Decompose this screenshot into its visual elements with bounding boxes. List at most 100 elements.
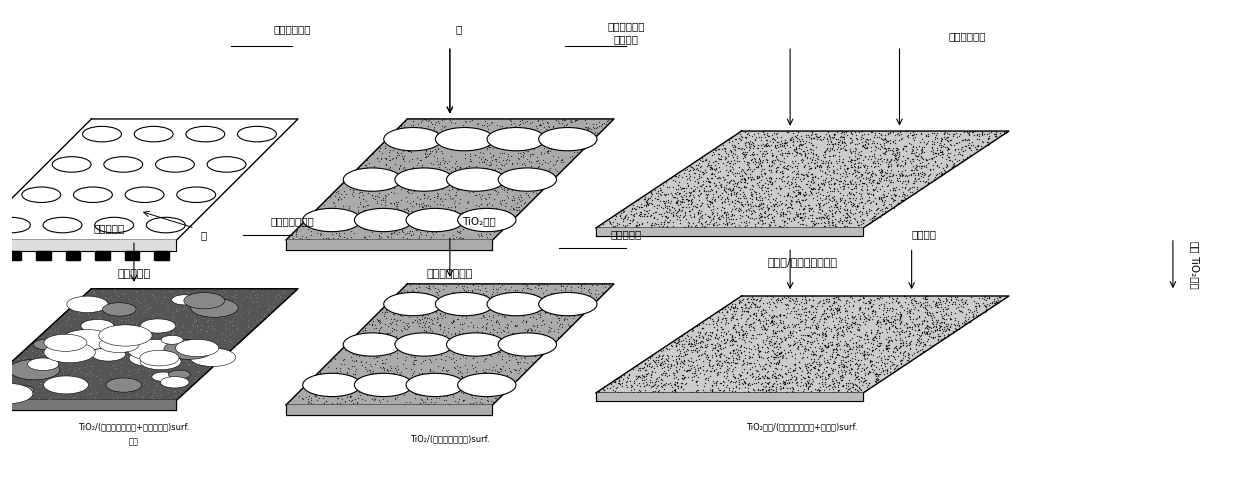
Point (893, 342, 913, 349)
Point (331, 383, 351, 391)
Point (510, 171, 529, 179)
Point (412, 330, 432, 338)
Point (414, 297, 434, 305)
Point (589, 387, 609, 395)
Point (816, 375, 836, 383)
Point (822, 310, 842, 318)
Point (556, 130, 575, 138)
Point (928, 308, 947, 316)
Point (883, 348, 903, 356)
Point (785, 182, 805, 190)
Point (775, 136, 795, 144)
Point (901, 337, 921, 345)
Point (773, 212, 792, 220)
Point (492, 327, 512, 335)
Point (920, 311, 940, 319)
Point (715, 215, 735, 223)
Point (868, 342, 888, 350)
Point (492, 174, 512, 182)
Point (495, 379, 515, 387)
Point (548, 325, 568, 333)
Point (672, 192, 692, 200)
Point (326, 391, 346, 399)
Point (417, 395, 436, 403)
Point (670, 365, 689, 373)
Point (153, 336, 172, 344)
Point (605, 387, 625, 395)
Point (808, 298, 828, 306)
Point (372, 149, 392, 157)
Point (890, 313, 910, 321)
Point (419, 355, 439, 363)
Point (761, 147, 781, 154)
Point (808, 321, 828, 329)
Point (506, 293, 526, 300)
Point (730, 205, 750, 213)
Point (730, 371, 750, 379)
Point (811, 297, 831, 305)
Point (430, 321, 450, 329)
Point (832, 377, 852, 385)
Point (745, 154, 765, 162)
Point (651, 379, 671, 387)
Point (420, 159, 440, 167)
Point (150, 369, 170, 377)
Point (472, 232, 492, 240)
Point (691, 202, 711, 210)
Point (446, 167, 466, 175)
Point (742, 176, 761, 184)
Point (678, 200, 698, 208)
Point (796, 137, 816, 145)
Point (959, 143, 978, 150)
Point (799, 376, 818, 384)
Point (472, 133, 492, 141)
Point (923, 165, 942, 173)
Point (765, 320, 785, 328)
Point (795, 315, 815, 323)
Point (748, 163, 768, 171)
Point (399, 313, 419, 321)
Point (877, 174, 897, 182)
Point (435, 313, 455, 321)
Point (729, 157, 749, 165)
Point (765, 364, 785, 372)
Point (465, 383, 485, 391)
Point (448, 128, 467, 136)
Point (724, 346, 744, 354)
Point (673, 336, 693, 344)
Point (795, 209, 815, 217)
Point (801, 380, 821, 388)
Point (474, 335, 494, 343)
Point (553, 115, 573, 123)
Point (438, 217, 458, 225)
Point (801, 134, 821, 142)
Point (637, 199, 657, 207)
Point (972, 130, 992, 138)
Circle shape (99, 325, 153, 346)
Point (753, 385, 773, 393)
Point (785, 175, 805, 183)
Point (764, 349, 784, 357)
Point (792, 148, 812, 155)
Point (833, 128, 853, 136)
Point (713, 142, 733, 149)
Point (383, 296, 403, 303)
Point (818, 178, 838, 186)
Point (435, 310, 455, 318)
Point (513, 153, 533, 161)
Point (719, 139, 739, 147)
Point (681, 354, 701, 362)
Point (789, 187, 808, 195)
Point (806, 130, 826, 138)
Point (477, 379, 497, 387)
Point (134, 379, 154, 387)
Point (799, 337, 818, 345)
Point (746, 189, 766, 197)
Point (823, 131, 843, 139)
Point (699, 362, 719, 370)
Point (750, 196, 770, 203)
Point (641, 198, 661, 206)
Point (799, 368, 818, 376)
Point (838, 350, 858, 358)
Point (706, 331, 725, 339)
